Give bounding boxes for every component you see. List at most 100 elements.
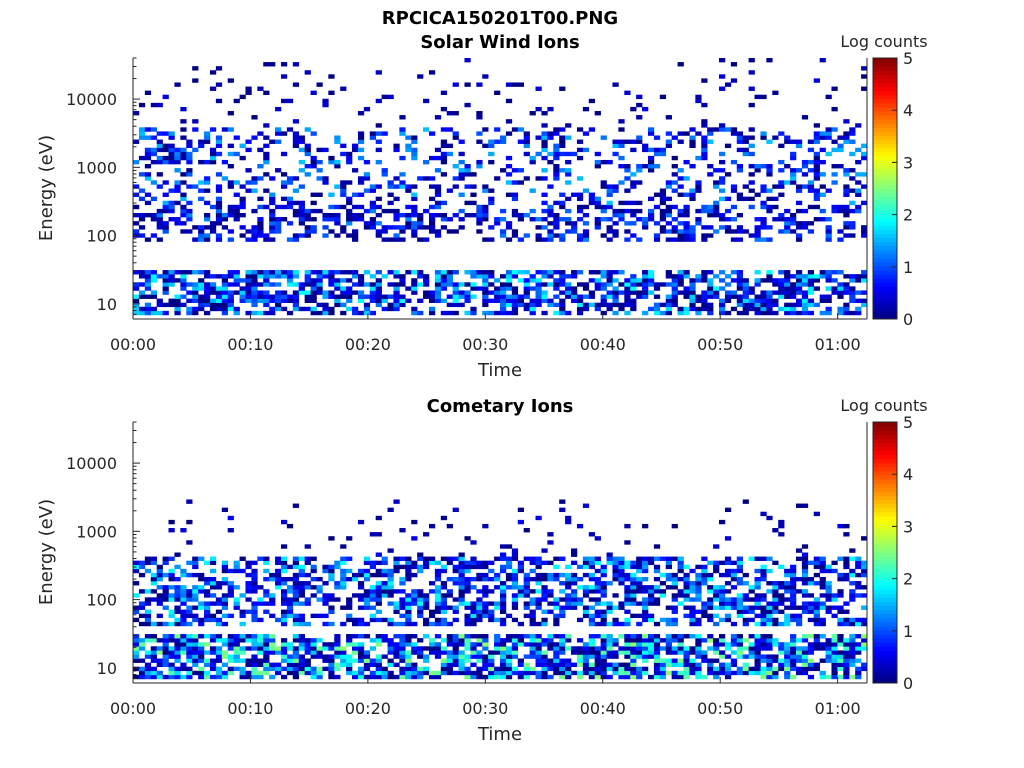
heatmap-cell	[612, 221, 619, 226]
heatmap-cell	[428, 176, 436, 181]
heatmap-cell	[257, 662, 264, 667]
heatmap-cell	[571, 270, 578, 275]
heatmap-cell	[766, 298, 773, 303]
heatmap-cell	[807, 674, 815, 680]
heatmap-cell	[144, 601, 152, 606]
heatmap-cell	[476, 212, 483, 218]
heatmap-cell	[618, 560, 625, 566]
heatmap-cell	[328, 674, 335, 680]
heatmap-cell	[523, 294, 530, 299]
heatmap-cell	[778, 523, 785, 529]
heatmap-cell	[393, 184, 400, 189]
heatmap-cell	[387, 576, 394, 582]
heatmap-cell	[423, 282, 430, 287]
heatmap-cell	[505, 564, 513, 570]
heatmap-cell	[724, 310, 732, 316]
heatmap-cell	[576, 233, 584, 238]
heatmap-cell	[849, 658, 856, 663]
heatmap-cell	[736, 650, 743, 655]
heatmap-cell	[535, 106, 542, 112]
heatmap-cell	[150, 597, 157, 602]
colorbar-segment	[873, 548, 897, 553]
heatmap-cell	[647, 131, 655, 136]
heatmap-cell	[523, 143, 530, 149]
heatmap-cell	[801, 184, 809, 189]
heatmap-cell	[665, 282, 672, 287]
heatmap-cell	[825, 564, 832, 570]
heatmap-cell	[180, 597, 187, 602]
heatmap-cell	[440, 143, 448, 149]
heatmap-cell	[180, 127, 187, 132]
heatmap-cell	[760, 278, 767, 283]
heatmap-cell	[695, 589, 702, 594]
heatmap-cell	[813, 302, 820, 308]
heatmap-cell	[458, 658, 465, 663]
heatmap-cell	[286, 613, 294, 619]
heatmap-cell	[647, 168, 655, 173]
heatmap-cell	[630, 654, 637, 659]
heatmap-cell	[748, 127, 755, 132]
heatmap-cell	[671, 135, 678, 140]
heatmap-cell	[742, 572, 749, 578]
heatmap-cell	[423, 237, 430, 242]
heatmap-cell	[482, 208, 489, 214]
heatmap-cell	[304, 560, 311, 566]
heatmap-cell	[434, 115, 442, 120]
heatmap-cell	[784, 274, 791, 279]
heatmap-cell	[209, 576, 217, 582]
colorbar-segment	[873, 172, 897, 177]
heatmap-cell	[464, 212, 471, 218]
heatmap-cell	[192, 564, 199, 570]
heatmap-cell	[133, 609, 140, 614]
heatmap-cell	[162, 221, 169, 226]
heatmap-cell	[760, 638, 767, 643]
heatmap-cell	[298, 159, 305, 165]
heatmap-cell	[677, 192, 684, 197]
heatmap-cell	[198, 617, 205, 623]
heatmap-cell	[452, 290, 459, 295]
heatmap-cell	[363, 589, 371, 594]
heatmap-cell	[280, 184, 288, 189]
heatmap-cell	[719, 519, 726, 525]
heatmap-cell	[695, 642, 702, 647]
heatmap-cell	[813, 617, 820, 623]
heatmap-cell	[624, 617, 631, 623]
heatmap-cell	[754, 229, 761, 234]
heatmap-cell	[553, 221, 560, 226]
heatmap-cell	[766, 225, 773, 230]
heatmap-cell	[505, 654, 513, 659]
heatmap-cell	[748, 164, 755, 169]
heatmap-cell	[286, 658, 294, 663]
heatmap-cell	[565, 208, 572, 214]
heatmap-cell	[505, 638, 513, 643]
heatmap-cell	[813, 151, 820, 157]
heatmap-cell	[588, 294, 596, 299]
heatmap-cell	[612, 605, 619, 610]
heatmap-cell	[754, 278, 761, 283]
heatmap-cell	[476, 617, 483, 623]
heatmap-cell	[719, 217, 726, 222]
heatmap-cell	[198, 180, 205, 185]
heatmap-cell	[671, 609, 678, 614]
heatmap-cell	[168, 302, 175, 308]
heatmap-cell	[168, 282, 175, 287]
heatmap-cell	[156, 310, 163, 316]
heatmap-cell	[245, 237, 252, 242]
heatmap-cell	[375, 609, 382, 614]
heatmap-cell	[565, 581, 572, 586]
heatmap-cell	[511, 298, 519, 303]
heatmap-cell	[494, 127, 501, 132]
heatmap-cell	[861, 278, 868, 283]
heatmap-cell	[144, 674, 152, 680]
heatmap-cell	[387, 617, 394, 623]
heatmap-cell	[766, 670, 773, 676]
heatmap-cell	[405, 597, 412, 602]
heatmap-cell	[571, 286, 578, 291]
heatmap-cell	[476, 82, 483, 87]
heatmap-cell	[198, 585, 205, 590]
heatmap-cell	[363, 662, 371, 667]
heatmap-cell	[683, 176, 690, 181]
heatmap-cell	[671, 621, 678, 627]
heatmap-cell	[790, 581, 797, 586]
heatmap-cell	[352, 212, 359, 218]
